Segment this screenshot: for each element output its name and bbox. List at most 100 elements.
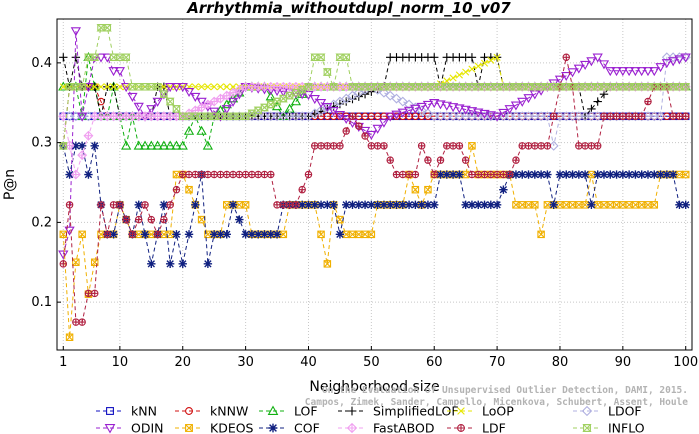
data-point-marker: [166, 201, 174, 209]
data-point-marker: [285, 91, 295, 100]
data-point-marker: [435, 83, 446, 91]
data-point-marker: [115, 53, 125, 62]
legend-label: kNNW: [210, 404, 248, 419]
y-tick-label: 0.1: [31, 295, 52, 310]
data-point-marker: [58, 142, 68, 150]
data-point-marker: [185, 171, 193, 178]
data-point-marker: [147, 230, 155, 238]
data-point-marker: [253, 106, 263, 115]
data-point-marker: [322, 68, 332, 76]
data-point-marker: [185, 185, 193, 194]
data-point-marker: [108, 67, 119, 77]
data-point-marker: [272, 230, 282, 239]
data-point-marker: [247, 109, 257, 118]
data-point-marker: [241, 112, 251, 121]
data-point-marker: [506, 171, 513, 178]
data-point-marker: [498, 108, 509, 118]
data-point-marker: [642, 67, 654, 77]
data-point-marker: [198, 83, 206, 91]
data-point-marker: [498, 83, 508, 91]
data-point-marker: [59, 230, 67, 238]
data-point-marker: [467, 200, 477, 210]
data-point-marker: [303, 83, 314, 91]
data-point-marker: [78, 230, 86, 238]
data-point-marker: [183, 87, 195, 98]
data-point-marker: [72, 258, 80, 267]
data-point-marker: [468, 65, 476, 73]
legend-label: INFLO: [608, 421, 645, 434]
data-point-marker: [681, 83, 691, 91]
data-point-marker: [631, 170, 640, 179]
data-point-marker: [349, 113, 356, 120]
data-point-marker: [134, 200, 143, 210]
data-point-marker: [423, 83, 433, 91]
data-point-marker: [72, 258, 80, 266]
data-point-marker: [367, 230, 375, 238]
data-point-marker: [280, 201, 287, 209]
data-point-marker: [580, 83, 590, 91]
data-point-marker: [607, 113, 614, 120]
data-point-marker: [617, 67, 628, 77]
data-point-marker: [655, 111, 666, 122]
series-ldf: [59, 53, 690, 326]
data-point-marker: [367, 200, 376, 210]
data-point-marker: [675, 170, 684, 179]
data-point-marker: [662, 170, 672, 179]
data-point-marker: [393, 171, 400, 178]
data-point-marker: [65, 170, 74, 179]
data-point-marker: [581, 201, 589, 209]
data-point-marker: [555, 170, 565, 179]
data-point-marker: [586, 83, 596, 91]
data-point-marker: [662, 83, 672, 91]
data-point-marker: [152, 97, 163, 107]
data-point-marker: [348, 230, 357, 238]
data-point-marker: [385, 90, 396, 101]
data-point-marker: [474, 200, 483, 210]
data-point-marker: [549, 200, 558, 210]
data-point-marker: [110, 201, 117, 209]
data-point-marker: [266, 230, 275, 239]
data-point-marker: [630, 83, 640, 91]
data-point-marker: [127, 92, 138, 102]
data-point-marker: [637, 170, 646, 179]
data-point-marker: [140, 83, 150, 91]
data-point-marker: [594, 201, 602, 209]
data-point-marker: [228, 88, 238, 97]
data-point-marker: [593, 170, 602, 179]
data-point-marker: [77, 150, 87, 160]
data-point-marker: [317, 230, 325, 238]
data-point-marker: [511, 170, 521, 179]
data-point-marker: [562, 201, 570, 209]
data-point-marker: [366, 83, 376, 91]
data-point-marker: [83, 53, 93, 62]
data-point-marker: [649, 67, 660, 77]
data-point-marker: [524, 83, 534, 91]
data-point-marker: [542, 83, 552, 91]
data-point-marker: [360, 83, 370, 91]
data-point-marker: [290, 96, 302, 106]
x-axis-label: Neighborhood size: [309, 379, 439, 395]
data-point-marker: [209, 112, 219, 121]
data-point-marker: [336, 216, 344, 224]
data-point-marker: [242, 201, 250, 209]
data-point-marker: [404, 200, 414, 210]
data-point-marker: [77, 83, 87, 91]
data-point-marker: [644, 98, 652, 105]
data-point-marker: [236, 171, 243, 178]
plot-series: [58, 24, 691, 341]
data-point-marker: [486, 83, 496, 91]
data-point-marker: [152, 140, 163, 150]
data-point-marker: [656, 170, 665, 179]
data-point-marker: [537, 142, 545, 150]
data-point-marker: [317, 142, 325, 150]
data-point-marker: [567, 68, 578, 78]
data-point-marker: [65, 333, 74, 341]
data-point-marker: [630, 67, 641, 77]
data-point-marker: [423, 200, 433, 210]
data-point-marker: [385, 112, 396, 122]
data-point-marker: [354, 83, 364, 91]
data-point-marker: [424, 185, 432, 194]
chart-title: Arrhythmia_withoutdupl_norm_10_v07: [186, 0, 511, 17]
data-point-marker: [422, 108, 433, 119]
